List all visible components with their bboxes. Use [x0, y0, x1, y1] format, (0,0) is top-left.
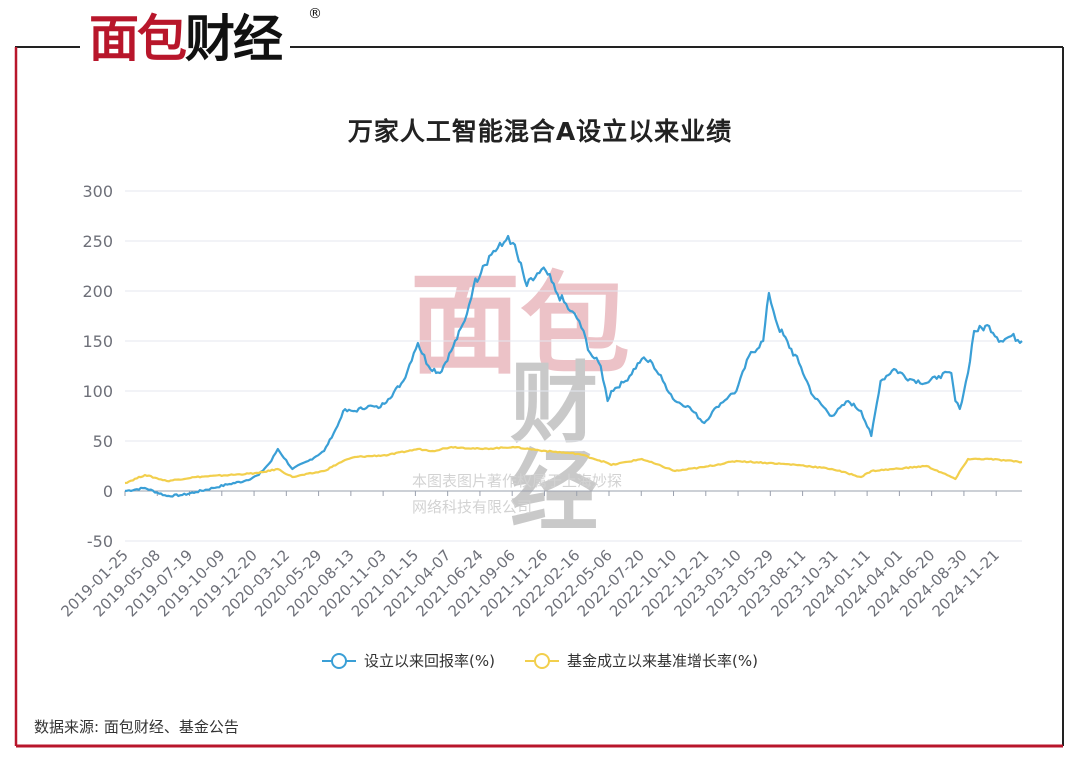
- legend-label-return: 设立以来回报率(%): [364, 652, 495, 670]
- legend-label-benchmark: 基金成立以来基准增长率(%): [567, 652, 758, 670]
- legend-swatch-return: [322, 652, 357, 669]
- series-line-benchmark: [124, 445, 1023, 485]
- y-tick-label: 250: [82, 232, 113, 251]
- y-tick-label: 200: [82, 282, 113, 301]
- source-note: 数据来源: 面包财经、基金公告: [34, 718, 239, 736]
- logo-text-red: 面包: [89, 10, 187, 68]
- registered-mark: ®: [308, 6, 322, 22]
- y-tick-label: 0: [103, 482, 113, 501]
- legend-swatch-benchmark: [525, 652, 559, 669]
- legend-item-return[interactable]: 设立以来回报率(%): [322, 650, 495, 671]
- y-tick-label: -50: [87, 532, 113, 551]
- y-tick-label: 300: [82, 182, 113, 201]
- legend-item-benchmark[interactable]: 基金成立以来基准增长率(%): [525, 650, 758, 671]
- series-line-return: [124, 234, 1023, 498]
- brand-logo: 面包 财经 ®: [80, 4, 322, 74]
- chart-title: 万家人工智能混合A设立以来业绩: [347, 117, 733, 146]
- y-tick-label: 50: [93, 432, 113, 451]
- chart-legend: 设立以来回报率(%) 基金成立以来基准增长率(%): [0, 650, 1080, 671]
- y-tick-label: 150: [82, 332, 113, 351]
- logo-text-black: 财经: [185, 10, 283, 68]
- y-tick-label: 100: [82, 382, 113, 401]
